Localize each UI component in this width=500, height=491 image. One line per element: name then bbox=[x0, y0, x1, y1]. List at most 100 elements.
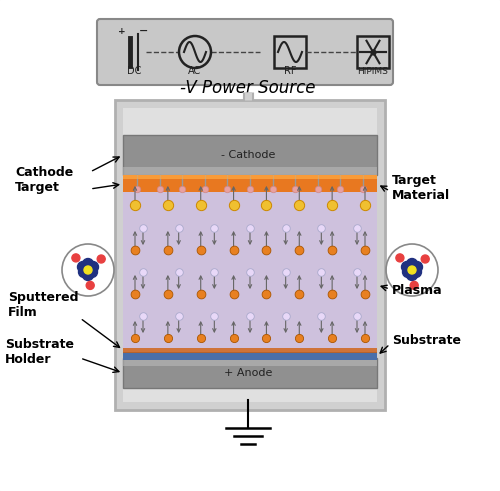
Circle shape bbox=[421, 255, 429, 263]
Point bbox=[328, 334, 336, 342]
Point bbox=[196, 201, 204, 209]
Text: −: − bbox=[140, 26, 148, 36]
Point bbox=[196, 334, 204, 342]
Bar bbox=[123, 348, 377, 353]
Point bbox=[246, 268, 254, 276]
Point bbox=[282, 312, 290, 320]
Point bbox=[196, 246, 204, 254]
Point bbox=[318, 224, 326, 232]
Point bbox=[164, 246, 172, 254]
Point bbox=[210, 312, 218, 320]
Point bbox=[361, 334, 369, 342]
Point bbox=[314, 185, 322, 193]
Point bbox=[139, 224, 147, 232]
Circle shape bbox=[412, 262, 422, 273]
Point bbox=[361, 290, 369, 298]
Point bbox=[291, 185, 299, 193]
Bar bbox=[274, 36, 306, 68]
Text: Substrate
Holder: Substrate Holder bbox=[5, 338, 74, 366]
Circle shape bbox=[97, 255, 105, 263]
Point bbox=[369, 48, 377, 56]
Circle shape bbox=[82, 270, 94, 280]
Circle shape bbox=[86, 281, 94, 289]
Point bbox=[156, 185, 164, 193]
Point bbox=[268, 185, 276, 193]
Bar bbox=[357, 36, 389, 68]
Point bbox=[139, 268, 147, 276]
Point bbox=[224, 185, 232, 193]
Point bbox=[210, 224, 218, 232]
Circle shape bbox=[402, 267, 413, 277]
Point bbox=[262, 290, 270, 298]
FancyBboxPatch shape bbox=[123, 108, 377, 402]
Point bbox=[133, 185, 141, 193]
Circle shape bbox=[82, 258, 94, 270]
Point bbox=[282, 224, 290, 232]
Point bbox=[353, 268, 361, 276]
Text: RF: RF bbox=[284, 66, 296, 76]
Point bbox=[246, 224, 254, 232]
Point bbox=[262, 334, 270, 342]
Point bbox=[361, 201, 369, 209]
Circle shape bbox=[78, 262, 88, 273]
Bar bbox=[123, 192, 377, 360]
Point bbox=[318, 312, 326, 320]
Circle shape bbox=[88, 262, 99, 273]
FancyBboxPatch shape bbox=[115, 100, 385, 410]
Point bbox=[328, 201, 336, 209]
Circle shape bbox=[408, 266, 416, 274]
Point bbox=[246, 312, 254, 320]
Bar bbox=[123, 175, 377, 192]
Point bbox=[359, 185, 367, 193]
Point bbox=[361, 246, 369, 254]
Point bbox=[318, 268, 326, 276]
Text: Cathode
Target: Cathode Target bbox=[15, 166, 73, 194]
Point bbox=[246, 185, 254, 193]
Point bbox=[230, 290, 237, 298]
Text: DC: DC bbox=[127, 66, 141, 76]
Text: - Cathode: - Cathode bbox=[221, 150, 275, 160]
Point bbox=[131, 201, 139, 209]
Bar bbox=[123, 352, 377, 360]
Point bbox=[164, 290, 172, 298]
Point bbox=[174, 312, 182, 320]
Point bbox=[131, 334, 139, 342]
Point bbox=[139, 312, 147, 320]
Point bbox=[296, 290, 304, 298]
Circle shape bbox=[396, 254, 404, 262]
Circle shape bbox=[410, 267, 422, 277]
Text: + Anode: + Anode bbox=[224, 368, 272, 378]
Point bbox=[131, 290, 139, 298]
Bar bbox=[123, 175, 377, 179]
Bar bbox=[123, 167, 377, 175]
Point bbox=[328, 246, 336, 254]
Bar bbox=[123, 358, 377, 366]
Point bbox=[262, 246, 270, 254]
Point bbox=[353, 312, 361, 320]
Text: Plasma: Plasma bbox=[392, 283, 442, 297]
Point bbox=[296, 246, 304, 254]
Circle shape bbox=[86, 267, 98, 277]
Text: Target
Material: Target Material bbox=[392, 174, 450, 202]
Text: AC: AC bbox=[188, 66, 202, 76]
Text: Substrate: Substrate bbox=[392, 333, 461, 347]
Circle shape bbox=[78, 267, 90, 277]
Point bbox=[164, 334, 172, 342]
Point bbox=[353, 224, 361, 232]
Circle shape bbox=[410, 281, 418, 289]
Text: +: + bbox=[118, 27, 126, 36]
Circle shape bbox=[84, 266, 92, 274]
Text: HiPIMS: HiPIMS bbox=[358, 67, 388, 76]
Point bbox=[178, 185, 186, 193]
Point bbox=[230, 334, 237, 342]
Point bbox=[296, 201, 304, 209]
Text: Sputtered
Film: Sputtered Film bbox=[8, 291, 78, 319]
Point bbox=[230, 246, 237, 254]
Point bbox=[164, 201, 172, 209]
Point bbox=[210, 268, 218, 276]
FancyBboxPatch shape bbox=[97, 19, 393, 85]
Circle shape bbox=[406, 270, 418, 280]
Point bbox=[230, 201, 237, 209]
Point bbox=[328, 290, 336, 298]
Point bbox=[201, 185, 209, 193]
